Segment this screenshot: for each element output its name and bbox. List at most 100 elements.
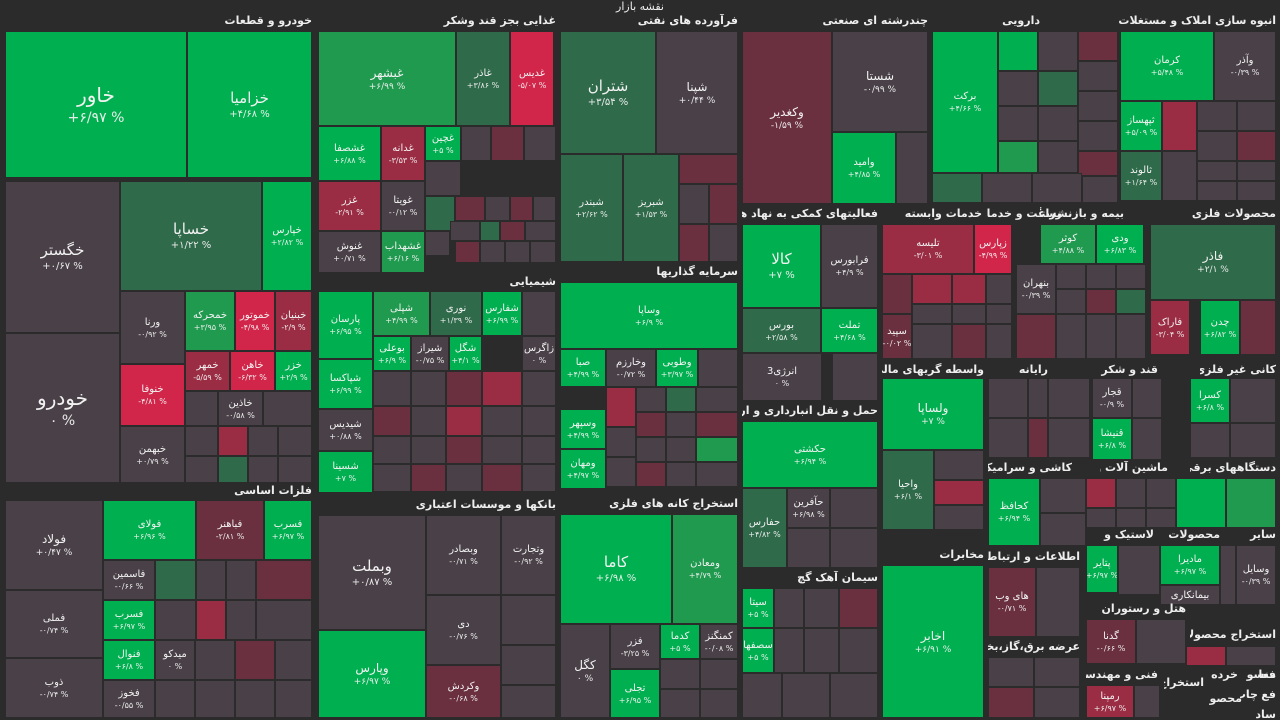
treemap-tile[interactable]: زپارس % ۴/۹۹- — [974, 224, 1012, 274]
treemap-tile[interactable]: زاگرس% ۰ — [522, 336, 556, 371]
treemap-tile[interactable]: سپید% ۰/۰۲- — [882, 314, 912, 359]
treemap-tile[interactable]: فملی % ۰/۷۴- — [5, 590, 103, 658]
treemap-tile[interactable]: غبشهر% ۶/۹۹+ — [318, 31, 456, 126]
treemap-tile[interactable]: نوری% ۱/۳۹+ — [430, 291, 482, 336]
treemap-tile[interactable]: وساپا% ۶/۹+ — [560, 282, 738, 349]
treemap-tile[interactable]: های وب % ۰/۷۱- — [988, 567, 1036, 637]
treemap-tile[interactable]: تملت% ۴/۶۸+ — [821, 308, 878, 353]
treemap-tile[interactable]: فولای % ۶/۹۶+ — [103, 500, 196, 560]
treemap-tile[interactable]: قجار % ۰/۹- — [1092, 378, 1132, 418]
treemap-tile[interactable]: شسینا % ۷+ — [318, 451, 373, 493]
treemap-tile[interactable]: وبملت% ۰/۸۷+ — [318, 515, 426, 630]
treemap-tile[interactable]: کمنگنز% ۰/۰۸- — [700, 624, 738, 659]
treemap-tile[interactable]: وبصادر % ۰/۷۱- — [426, 515, 501, 595]
treemap-tile[interactable]: غچین% ۵+ — [425, 126, 461, 161]
treemap-tile[interactable]: تجلی% ۶/۹۵+ — [610, 669, 660, 718]
treemap-tile[interactable]: شپاکسا % ۶/۹۹+ — [318, 359, 373, 409]
treemap-tile[interactable]: شتران% ۳/۵۴+ — [560, 31, 656, 154]
treemap-tile[interactable]: غویتا % ۰/۱۲- — [381, 181, 425, 231]
treemap-tile[interactable]: ثپهساز % ۵/۰۹+ — [1120, 101, 1162, 151]
treemap-tile[interactable]: فخوز % ۰/۵۵- — [103, 680, 155, 718]
treemap-tile[interactable]: خاور % ۶/۹۷+ — [5, 31, 187, 178]
treemap-tile[interactable]: صبا % ۴/۹۹+ — [560, 349, 606, 387]
treemap-tile[interactable]: وسپهر % ۴/۹۹+ — [560, 409, 606, 449]
treemap-tile[interactable]: تلیسه % ۳/۰۱- — [882, 224, 974, 274]
treemap-tile[interactable]: خساپا % ۱/۲۲+ — [120, 181, 262, 291]
treemap-tile[interactable]: شپلی% ۴/۹۹+ — [373, 291, 430, 336]
treemap-tile[interactable]: غدیس% ۵/۰۷- — [510, 31, 554, 126]
treemap-tile[interactable]: فنوال % ۶/۸+ — [103, 640, 155, 680]
treemap-tile[interactable]: بیمانکاری — [1160, 585, 1220, 605]
treemap-tile[interactable]: کاما % ۶/۹۸+ — [560, 514, 672, 624]
treemap-tile[interactable]: بنهران % ۰/۳۹- — [1016, 264, 1056, 314]
treemap-tile[interactable]: غنوش % ۰/۷۱+ — [318, 231, 381, 273]
treemap-tile[interactable]: ثالوند % ۱/۶۴+ — [1120, 151, 1162, 201]
treemap-tile[interactable]: رمپنا% ۶/۹۷+ — [1086, 685, 1134, 718]
treemap-tile[interactable]: وخارزم % ۰/۷۲- — [606, 349, 656, 387]
treemap-tile[interactable]: اخابر% ۶/۹۱+ — [882, 565, 984, 718]
treemap-tile[interactable]: میدکو % ۰ — [155, 640, 195, 680]
treemap-tile[interactable]: کوثر % ۴/۸۸+ — [1040, 224, 1096, 264]
treemap-tile[interactable]: چدن% ۶/۸۲+ — [1200, 300, 1240, 355]
treemap-tile[interactable]: قنیشا % ۶/۸+ — [1092, 418, 1132, 460]
treemap-tile[interactable]: بوعلی% ۶/۹+ — [373, 336, 411, 371]
treemap-tile[interactable]: فاراک% ۳/۰۴- — [1150, 300, 1190, 355]
treemap-tile[interactable]: خزامیا% ۴/۶۸+ — [187, 31, 312, 178]
treemap-tile[interactable]: فزر% ۳/۲۵- — [610, 624, 660, 669]
treemap-tile[interactable]: پارسان % ۶/۹۵+ — [318, 291, 373, 359]
treemap-tile[interactable]: ولساپا % ۷+ — [882, 378, 984, 450]
treemap-tile[interactable]: سیتا % ۵+ — [742, 588, 774, 628]
treemap-tile[interactable]: فباهنر % ۲/۸۱- — [196, 500, 264, 560]
treemap-tile[interactable]: غاذر% ۳/۸۶+ — [456, 31, 510, 126]
treemap-tile[interactable]: گدنا% ۰/۶۶- — [1086, 619, 1136, 664]
treemap-tile[interactable]: کسرا% ۶/۸+ — [1190, 378, 1230, 423]
treemap-tile[interactable]: غشصفا% ۶/۸۸+ — [318, 126, 381, 181]
treemap-tile[interactable]: وسایل % ۰/۳۹- — [1236, 545, 1276, 605]
treemap-tile[interactable]: شستا% ۰/۹۹- — [832, 31, 928, 132]
treemap-tile[interactable]: حکشتی% ۶/۹۴+ — [742, 421, 878, 488]
treemap-tile[interactable]: برکت % ۴/۶۶+ — [932, 31, 998, 173]
treemap-tile[interactable]: وطوبی % ۳/۹۷+ — [656, 349, 698, 387]
treemap-tile[interactable]: خمحرکه % ۳/۹۵+ — [185, 291, 235, 351]
treemap-tile[interactable]: خمهر % ۵/۵۹- — [185, 351, 230, 391]
treemap-tile[interactable]: شیراز% ۰/۷۵- — [411, 336, 449, 371]
treemap-tile[interactable]: ورنا% ۰/۹۲- — [120, 291, 185, 364]
treemap-tile[interactable]: غشهداب % ۶/۱۶+ — [381, 231, 425, 273]
treemap-tile[interactable]: وآذر % ۰/۳۹- — [1214, 31, 1276, 101]
treemap-tile[interactable]: بورس% ۲/۵۸+ — [742, 308, 821, 353]
treemap-tile[interactable]: غدانه% ۳/۵۳- — [381, 126, 425, 181]
treemap-tile[interactable]: ودی % ۶/۸۳+ — [1096, 224, 1144, 264]
treemap-tile[interactable]: کالا % ۷+ — [742, 224, 821, 308]
treemap-tile[interactable]: خگستر % ۰/۶۷+ — [5, 181, 120, 333]
treemap-tile[interactable]: کحافظ % ۶/۹۴+ — [988, 478, 1040, 546]
treemap-tile[interactable]: ومعادن % ۴/۷۹+ — [672, 514, 738, 624]
treemap-tile[interactable]: شبریز % ۱/۵۳+ — [623, 154, 679, 262]
treemap-tile[interactable]: فاسمین % ۰/۶۶- — [103, 560, 155, 600]
treemap-tile[interactable]: کرمان % ۵/۴۸+ — [1120, 31, 1214, 101]
treemap-tile[interactable]: وپارس % ۶/۹۷+ — [318, 630, 426, 718]
treemap-tile[interactable]: شفارس% ۶/۹۹+ — [482, 291, 522, 336]
treemap-tile[interactable]: خاهن % ۶/۳۲- — [230, 351, 275, 391]
treemap-tile[interactable]: خزر % ۲/۹+ — [275, 351, 312, 391]
treemap-tile[interactable]: خپارس % ۲/۸۲+ — [262, 181, 312, 291]
treemap-tile[interactable]: کدما% ۵+ — [660, 624, 700, 659]
treemap-tile[interactable]: فولاد % ۰/۴۷+ — [5, 500, 103, 590]
treemap-tile[interactable]: حفارس % ۴/۸۲+ — [742, 488, 787, 568]
treemap-tile[interactable]: خموتور % ۴/۹۸- — [235, 291, 275, 351]
treemap-tile[interactable]: دی % ۰/۷۶- — [426, 595, 501, 665]
treemap-tile[interactable]: خنوفا % ۴/۸۱- — [120, 364, 185, 426]
treemap-tile[interactable]: شیدیس % ۰/۸۸+ — [318, 409, 373, 451]
treemap-tile[interactable]: وتجارت % ۰/۹۲- — [501, 515, 556, 595]
treemap-tile[interactable]: شبندر % ۲/۶۲+ — [560, 154, 623, 262]
treemap-tile[interactable]: وکغدیر% ۱/۵۹- — [742, 31, 832, 204]
treemap-tile[interactable]: مادیرا % ۶/۹۷+ — [1160, 545, 1220, 585]
treemap-tile[interactable]: واحیا % ۶/۱+ — [882, 450, 934, 530]
treemap-tile[interactable]: خودرو % ۰ — [5, 333, 120, 483]
treemap-tile[interactable]: فاذر % ۲/۱+ — [1150, 224, 1276, 300]
treemap-tile[interactable]: فرابورس % ۴/۹+ — [821, 224, 878, 308]
treemap-tile[interactable]: خبهمن% ۰/۷۹+ — [120, 426, 185, 483]
treemap-tile[interactable]: فسرب % ۶/۹۷+ — [103, 600, 155, 640]
treemap-tile[interactable]: خاذین% ۰/۵۸- — [218, 391, 263, 426]
treemap-tile[interactable]: شگل% ۴/۱+ — [449, 336, 482, 371]
treemap-tile[interactable]: پتایر % ۶/۹۷+ — [1086, 545, 1118, 593]
